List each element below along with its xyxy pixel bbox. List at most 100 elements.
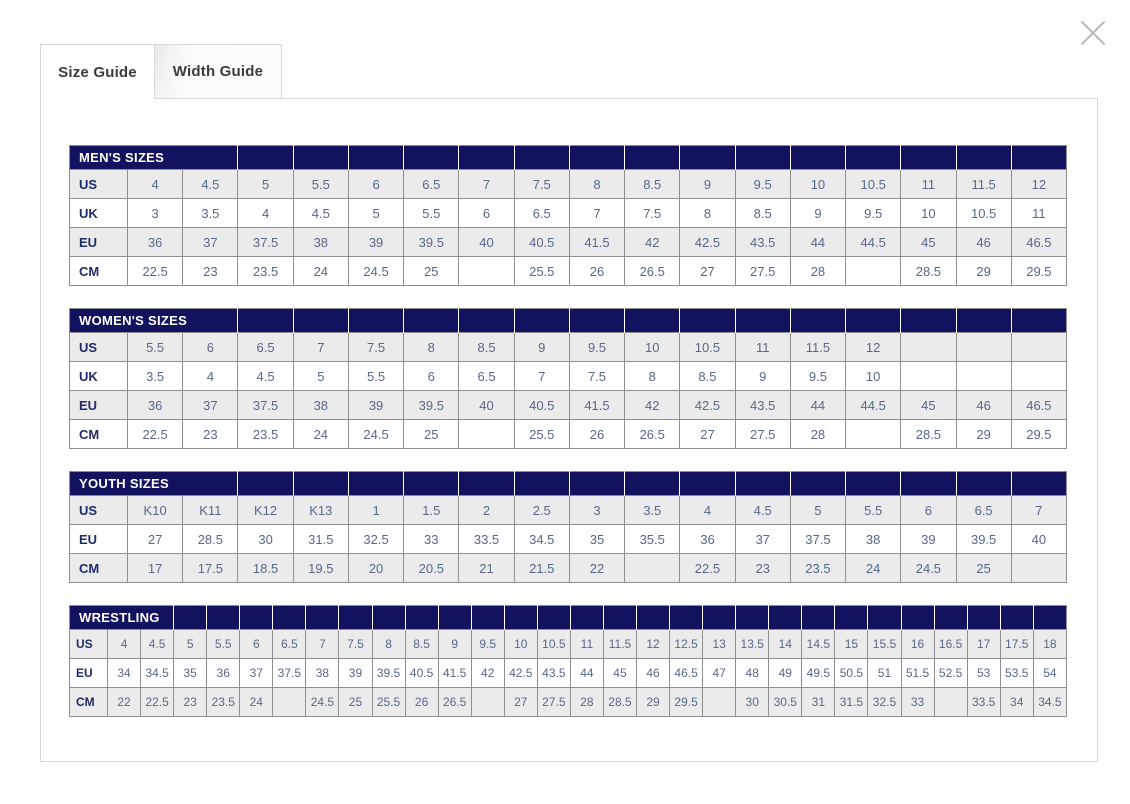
size-cell: 9 [679,169,736,199]
size-cell: 21.5 [513,553,570,583]
size-cell: 40 [458,227,515,257]
size-row-us: US 4 4.5 5 5.5 6 6.5 7 7.5 8 8.5 9 9.5 10 10.5 11 11.5 12 [69,169,1068,199]
size-cell: 8.5 [458,332,515,362]
size-cell: 26 [568,419,626,449]
size-cell: 9 [513,332,570,362]
size-cell: 6.5 [403,169,460,199]
size-cell: 10 [900,198,957,228]
size-cell: 23 [182,419,239,449]
header-cell [1010,145,1067,170]
size-cell: 23.5 [237,256,294,286]
size-cell [624,553,681,583]
size-cell: 32.5 [347,524,405,554]
size-cell: 48 [735,658,770,688]
header-cell [568,471,625,496]
size-table-mens: MEN'S SIZES US 4 4.5 5 5.5 6 6.5 7 7.5 8 8.5 9 9.5 10 1… [69,145,1068,286]
size-cell [1010,332,1068,362]
size-cell: 26.5 [624,419,681,449]
size-cell: 7 [568,198,626,228]
size-cell: 5 [347,198,405,228]
header-cell [955,145,1012,170]
size-cell [470,687,505,717]
header-cell [513,308,570,333]
close-button[interactable] [1072,12,1114,54]
size-cell: K12 [237,495,294,525]
size-cell: 6.5 [458,361,515,391]
size-cell: 37 [182,227,239,257]
row-label: US [69,169,128,199]
tab-size-guide[interactable]: Size Guide [40,44,155,99]
size-cell: 26 [568,256,626,286]
size-cell: K13 [292,495,349,525]
size-cell: 17 [966,629,1001,659]
row-label: US [69,629,108,659]
size-cell: 9 [734,361,791,391]
size-cell: 8.5 [679,361,736,391]
size-cell: 10.5 [536,629,571,659]
size-cell: 20 [347,553,405,583]
size-cell: 17 [126,553,184,583]
header-cell [1032,605,1067,630]
size-cell: 18.5 [237,553,294,583]
size-cell: 11.5 [602,629,638,659]
size-cell: 24.5 [347,256,405,286]
size-cell: 46.5 [1010,227,1068,257]
header-cell [734,145,791,170]
header-cell [900,471,957,496]
header-cell [305,605,339,630]
size-cell: 25 [403,419,460,449]
size-cell: 38 [292,227,349,257]
header-cell [624,471,680,496]
size-cell: 39.5 [403,227,460,257]
size-cell: 11.5 [955,169,1012,199]
header-cell [347,145,404,170]
size-cell: 31.5 [834,687,869,717]
size-row-uk: UK 3.5 4 4.5 5 5.5 6 6.5 7 7.5 8 8.5 9 9.5 10 [69,361,1068,391]
size-row-uk: UK 3 3.5 4 4.5 5 5.5 6 6.5 7 7.5 8 8.5 9 9.5 10 10.5 11 [69,198,1068,228]
size-cell: 9.5 [470,629,505,659]
size-cell: 4 [182,361,239,391]
size-cell: 28 [789,419,847,449]
header-cell [679,145,736,170]
size-cell: 41.5 [437,658,472,688]
header-cell [568,308,625,333]
size-cell: 25.5 [513,419,570,449]
size-row-eu: EU 27 28.5 30 31.5 32.5 33 33.5 34.5 35 35.5 36 37 37… [69,524,1068,554]
header-cell [237,308,294,333]
size-cell: 22.5 [140,687,175,717]
size-cell: 27 [126,524,184,554]
tab-width-guide[interactable]: Width Guide [155,44,282,98]
size-cell [1010,361,1068,391]
header-cell [403,145,459,170]
size-cell [955,361,1012,391]
size-cell: 10 [845,361,902,391]
size-cell: 23 [182,256,239,286]
size-cell: 28.5 [602,687,638,717]
size-cell: 36 [126,227,184,257]
size-cell: 6 [900,495,957,525]
size-cell: 41.5 [568,390,626,420]
size-cell: 36 [679,524,736,554]
size-cell: 28 [789,256,847,286]
size-cell: 27 [503,687,538,717]
size-cell: 8 [624,361,681,391]
header-cell [206,605,240,630]
size-cell: 5 [173,629,208,659]
header-cell [801,605,835,630]
size-cell: 45 [900,227,957,257]
size-cell: 24.5 [900,553,957,583]
size-tables-container: MEN'S SIZES US 4 4.5 5 5.5 6 6.5 7 7.5 8 8.5 9 9.5 10 1… [69,145,1068,717]
table-title: MEN'S SIZES [69,145,238,170]
table-title: WRESTLING [69,605,174,630]
table-header-row: WRESTLING [69,605,1067,630]
size-cell: 22 [568,553,626,583]
size-cell: 45 [900,390,957,420]
size-cell: 32.5 [867,687,902,717]
size-cell: 20.5 [403,553,460,583]
size-cell: 35.5 [624,524,681,554]
size-row-eu: EU 36 37 37.5 38 39 39.5 40 40.5 41.5 42 42.5 43.5 44… [69,390,1068,420]
size-cell: 29.5 [669,687,704,717]
size-cell: 16 [900,629,935,659]
size-cell: 30 [735,687,770,717]
size-cell: 6 [239,629,274,659]
